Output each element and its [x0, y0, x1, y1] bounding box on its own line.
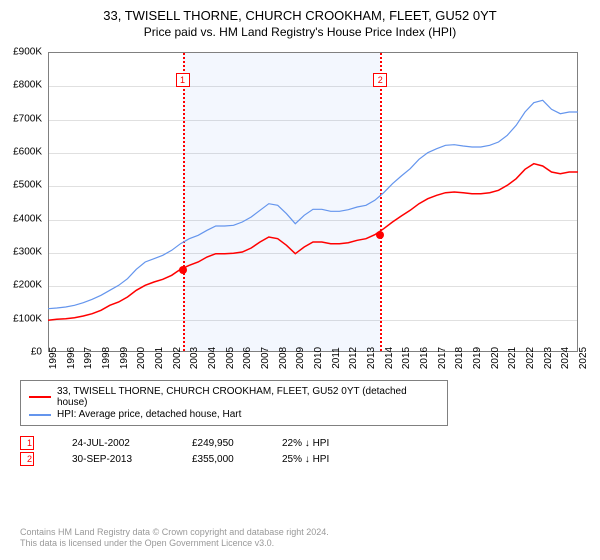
legend-label: HPI: Average price, detached house, Hart [57, 409, 241, 420]
y-axis-label: £200K [13, 280, 42, 291]
sale-row: 2 30-SEP-2013£355,00025% ↓ HPI [20, 452, 580, 466]
x-axis-label: 2001 [154, 347, 165, 369]
x-axis-label: 2019 [472, 347, 483, 369]
y-axis-label: £700K [13, 113, 42, 124]
sale-date: 30-SEP-2013 [66, 454, 186, 465]
x-axis-label: 2022 [525, 347, 536, 369]
x-axis-label: 1997 [83, 347, 94, 369]
x-axis-label: 2021 [507, 347, 518, 369]
x-axis-label: 2014 [384, 347, 395, 369]
footer-line-1: Contains HM Land Registry data © Crown c… [20, 527, 329, 539]
sale-date: 24-JUL-2002 [66, 438, 186, 449]
legend-row: 33, TWISELL THORNE, CHURCH CROOKHAM, FLE… [29, 386, 439, 408]
x-axis-label: 2000 [136, 347, 147, 369]
x-axis-label: 2024 [560, 347, 571, 369]
x-axis-label: 2004 [207, 347, 218, 369]
x-axis-label: 2012 [348, 347, 359, 369]
footer-attribution: Contains HM Land Registry data © Crown c… [20, 527, 329, 550]
x-axis-label: 1995 [48, 347, 59, 369]
y-axis-label: £400K [13, 213, 42, 224]
x-axis-label: 2005 [225, 347, 236, 369]
x-axis-label: 2015 [401, 347, 412, 369]
y-axis-label: £900K [13, 47, 42, 58]
x-axis-label: 2013 [366, 347, 377, 369]
legend: 33, TWISELL THORNE, CHURCH CROOKHAM, FLE… [20, 380, 580, 468]
chart-area: 12 £0£100K£200K£300K£400K£500K£600K£700K… [48, 52, 578, 352]
sale-price: £249,950 [186, 438, 276, 449]
sale-row: 1 24-JUL-2002£249,95022% ↓ HPI [20, 436, 580, 450]
sales-table: 1 24-JUL-2002£249,95022% ↓ HPI 2 30-SEP-201… [20, 436, 580, 466]
x-axis-label: 2018 [454, 347, 465, 369]
footer-line-2: This data is licensed under the Open Gov… [20, 538, 329, 550]
x-axis-label: 2007 [260, 347, 271, 369]
y-axis-label: £800K [13, 80, 42, 91]
x-axis-label: 2009 [295, 347, 306, 369]
x-axis-label: 2017 [437, 347, 448, 369]
x-axis-label: 2003 [189, 347, 200, 369]
legend-row: HPI: Average price, detached house, Hart [29, 409, 439, 420]
sale-diff: 25% ↓ HPI [276, 454, 376, 465]
x-axis-label: 2023 [543, 347, 554, 369]
x-axis-label: 2002 [172, 347, 183, 369]
y-axis-label: £0 [31, 347, 42, 358]
legend-label: 33, TWISELL THORNE, CHURCH CROOKHAM, FLE… [57, 386, 439, 408]
title-line-1: 33, TWISELL THORNE, CHURCH CROOKHAM, FLE… [0, 8, 600, 23]
series-line-blue [48, 100, 578, 308]
x-axis-label: 1998 [101, 347, 112, 369]
sale-marker: 1 [20, 436, 34, 450]
y-axis-label: £100K [13, 313, 42, 324]
y-axis-label: £300K [13, 247, 42, 258]
y-axis-label: £500K [13, 180, 42, 191]
sale-marker: 2 [20, 452, 34, 466]
x-axis-label: 2010 [313, 347, 324, 369]
series-line-red [48, 164, 578, 321]
legend-swatch [29, 414, 51, 416]
x-axis-label: 2008 [278, 347, 289, 369]
x-axis-label: 1996 [66, 347, 77, 369]
x-axis-label: 1999 [119, 347, 130, 369]
title-line-2: Price paid vs. HM Land Registry's House … [0, 25, 600, 39]
sale-diff: 22% ↓ HPI [276, 438, 376, 449]
x-axis-label: 2020 [490, 347, 501, 369]
legend-swatch [29, 396, 51, 398]
x-axis-label: 2006 [242, 347, 253, 369]
x-axis-label: 2025 [578, 347, 589, 369]
x-axis-label: 2016 [419, 347, 430, 369]
x-axis-label: 2011 [331, 347, 342, 369]
y-axis-label: £600K [13, 147, 42, 158]
sale-price: £355,000 [186, 454, 276, 465]
